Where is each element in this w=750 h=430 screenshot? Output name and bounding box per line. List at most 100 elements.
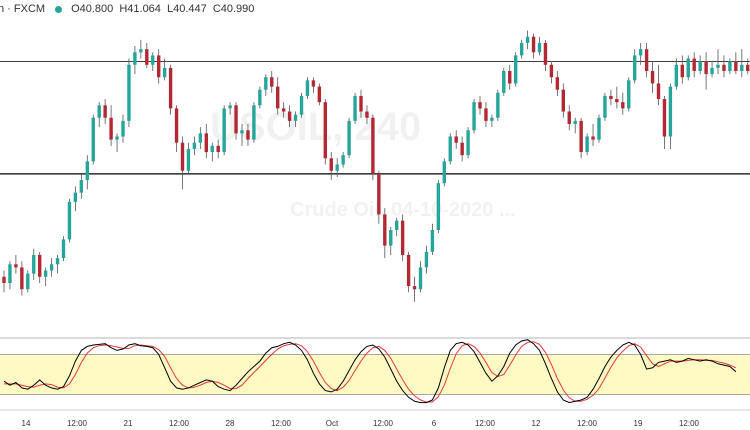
candle-body-down <box>746 64 750 71</box>
candle <box>14 254 18 274</box>
candle-body-up <box>222 108 226 153</box>
candle <box>258 86 262 109</box>
candle <box>276 77 280 115</box>
candle-body-up <box>740 64 744 71</box>
candle-body-down <box>2 276 6 283</box>
x-tick-label: 12:00 <box>679 419 700 428</box>
candle <box>341 152 345 168</box>
candle-body-up <box>186 148 191 171</box>
watermark-description: Crude Oil, 04-10-2020 ... <box>290 199 516 221</box>
candle-body-up <box>514 55 518 84</box>
horizontal-levels[interactable] <box>0 61 750 175</box>
candle-body-up <box>73 192 78 202</box>
candle-body-up <box>32 254 36 274</box>
candle <box>216 139 220 159</box>
candle-body-up <box>26 273 30 290</box>
candle-body-down <box>644 49 649 71</box>
candle <box>26 270 30 293</box>
candle <box>49 258 54 277</box>
candle <box>638 42 643 65</box>
candle-body-down <box>561 89 565 112</box>
candle <box>722 55 726 78</box>
candle-body-down <box>377 173 381 215</box>
candle-body-up <box>603 95 607 118</box>
x-tick-label: Oct <box>326 419 339 428</box>
x-tick-label: 14 <box>22 419 31 428</box>
candle-body-up <box>192 142 197 149</box>
candle <box>728 58 732 75</box>
market-status-dot <box>55 5 63 13</box>
candle <box>478 95 482 115</box>
candle-body-down <box>460 142 464 156</box>
candle <box>692 52 696 78</box>
candle <box>67 198 72 243</box>
candle <box>61 236 66 262</box>
low-value: L40.447 <box>166 3 207 15</box>
candle <box>20 261 24 296</box>
x-tick-label: 12:00 <box>271 419 292 428</box>
candle <box>508 64 512 90</box>
candle <box>73 186 78 212</box>
candle <box>579 117 583 159</box>
candle <box>311 77 316 93</box>
candle <box>299 92 304 118</box>
candle-body-up <box>525 36 530 43</box>
candle-body-up <box>335 164 339 171</box>
candle-body-down <box>591 136 595 140</box>
candle-body-up <box>716 64 720 68</box>
candle <box>329 152 333 181</box>
candle <box>335 158 339 177</box>
candle-body-up <box>466 130 470 156</box>
candle-body-down <box>650 71 655 84</box>
candle <box>317 83 322 106</box>
candle <box>168 64 173 115</box>
candle-body-down <box>722 64 726 71</box>
candle <box>549 61 554 84</box>
candle <box>151 52 155 71</box>
candle <box>412 276 417 302</box>
candle-body-down <box>543 42 548 65</box>
candle <box>234 102 238 140</box>
candle <box>264 74 268 96</box>
candle <box>668 83 673 149</box>
oscillator-band <box>0 354 750 395</box>
candle <box>228 102 232 115</box>
candle-body-down <box>216 145 220 153</box>
candle-body-down <box>359 95 363 112</box>
candle-body-up <box>537 42 542 53</box>
candle-body-down <box>168 67 173 109</box>
x-tick-label: 28 <box>226 419 235 428</box>
candle-body-up <box>139 49 143 53</box>
candle <box>43 267 48 287</box>
candle-body-down <box>555 77 560 90</box>
candle-body-up <box>258 89 262 106</box>
candle-body-up <box>573 120 577 124</box>
x-tick-label: 12:00 <box>475 419 496 428</box>
candle <box>585 133 589 156</box>
x-tick-label: 6 <box>432 419 437 428</box>
candle-body-up <box>8 264 12 283</box>
x-tick-label: 12:00 <box>373 419 394 428</box>
candle-body-up <box>240 130 244 134</box>
candle <box>591 124 595 146</box>
candle <box>103 99 107 124</box>
candle <box>442 158 446 187</box>
candle-body-up <box>430 230 435 252</box>
candle-body-up <box>674 64 679 87</box>
candle <box>662 95 667 149</box>
candle-body-up <box>162 67 167 78</box>
candle <box>293 111 298 128</box>
candle-body-up <box>49 264 54 271</box>
candle <box>484 102 488 128</box>
candle <box>734 52 738 75</box>
candle-body-up <box>341 155 345 165</box>
candle-body-up <box>389 230 393 246</box>
candle-body-down <box>276 86 280 109</box>
candle <box>603 92 607 121</box>
candle-body-down <box>615 99 619 103</box>
candle-body-up <box>293 114 298 121</box>
candle <box>680 55 684 84</box>
candle <box>543 39 548 71</box>
candle <box>466 127 470 159</box>
